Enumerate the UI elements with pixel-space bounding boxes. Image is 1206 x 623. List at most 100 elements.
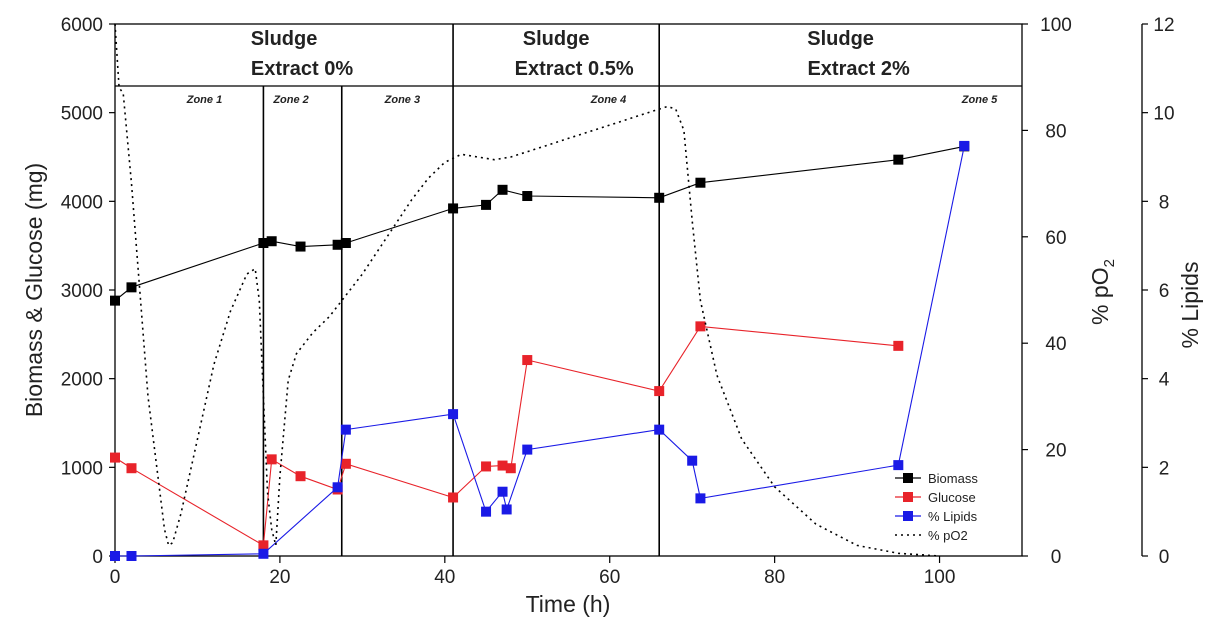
data-point-2 [481,461,492,472]
y-right2-tick-label: 10 [1153,104,1174,125]
y-right1-tick-label: 60 [1045,228,1066,249]
data-point-3 [893,460,904,471]
legend-label: % Lipids [928,509,978,524]
data-point-3 [110,551,120,561]
x-tick-label: 40 [434,567,455,588]
x-tick-label: 100 [924,567,956,588]
data-point-1 [893,154,904,165]
plot-frame [114,23,1023,557]
axis-titles: Time (h) Biomass & Glucose (mg) % pO2 % … [21,163,1203,617]
series-line-4 [114,23,940,557]
data-point-2 [654,386,665,397]
data-point-2 [505,463,516,474]
data-point-1 [695,177,706,188]
data-point-3 [687,455,698,466]
zone-label: Zone 4 [590,94,626,106]
legend-label: Biomass [928,471,978,486]
y-right2-tick-label: 4 [1159,370,1170,391]
data-point-1 [110,295,120,306]
data-point-2 [695,321,706,332]
data-point-2 [893,340,904,351]
y-right2-axis-title: % Lipids [1177,262,1203,349]
y-right1-axis-title-main: % pO [1087,267,1113,325]
x-tick-label: 0 [110,567,121,588]
y-left-tick-label: 6000 [61,15,103,36]
data-point-3 [959,140,970,151]
y-right1-tick-label: 20 [1045,441,1066,462]
data-point-1 [654,192,665,203]
data-point-3 [448,409,459,420]
y-right2-tick-label: 12 [1153,15,1174,36]
data-point-1 [481,199,492,210]
y-right2-tick-label: 0 [1159,547,1170,568]
zone-label: Zone 5 [961,94,998,106]
y-left-tick-label: 4000 [61,192,103,213]
y-left-axis-title: Biomass & Glucose (mg) [21,163,47,417]
data-point-1 [258,238,269,249]
zone-label: Zone 2 [272,94,308,106]
y-right2-tick-label: 8 [1159,192,1170,213]
y-left-tick-label: 0 [92,547,103,568]
y-right1-tick-label: 40 [1045,334,1066,355]
data-point-3 [481,506,492,517]
data-point-1 [340,238,351,249]
y-right1-tick-label: 100 [1040,15,1072,36]
data-point-2 [295,471,306,482]
phase-label: Sludge [807,28,874,50]
data-point-2 [522,355,533,366]
series-line-1 [114,145,965,302]
data-point-2 [266,454,277,465]
phase-header: Sludge Extract 0% Sludge Extract 0.5% Sludge… [115,28,1022,87]
data-point-3 [497,486,508,497]
x-tick-label: 80 [764,567,785,588]
legend-label: % pO2 [928,528,968,543]
data-point-3 [340,424,351,435]
data-point-2 [258,540,269,551]
y-right1-axis-title-sub: 2 [1101,259,1118,267]
axis-ticks: 0 20 40 60 80 1000100020003000400050006000020… [61,15,1175,588]
y-right1-tick-label: 0 [1051,547,1062,568]
data-point-3 [501,504,512,515]
data-point-3 [695,493,706,504]
data-point-1 [522,191,533,202]
data-point-1 [497,184,508,195]
data-point-1 [266,236,277,247]
y-right2-tick-label: 2 [1159,458,1170,479]
data-point-2 [126,463,137,474]
x-axis-title: Time (h) [526,591,611,617]
data-point-2 [497,460,508,471]
zone-label: Zone 1 [186,94,222,106]
legend-label: Glucose [928,490,976,505]
y-right2-tick-label: 6 [1159,281,1170,302]
data-point-2 [448,492,459,503]
phase-sublabel: Extract 0% [251,58,353,80]
y-left-tick-label: 1000 [61,458,103,479]
y-right1-axis-title: % pO2 [1087,259,1118,325]
data-point-1 [295,241,306,252]
zone-dividers: Zone 1 Zone 2 Zone 3 Zone 4 Zone 5 [186,24,998,556]
phase-label: Sludge [251,28,318,50]
phase-label: Sludge [523,28,590,50]
y-right1-tick-label: 80 [1045,121,1066,142]
phase-sublabel: Extract 2% [807,58,909,80]
zone-label: Zone 3 [384,94,420,106]
phase-sublabel: Extract 0.5% [515,58,634,80]
data-point-2 [340,458,351,469]
legend-marker [903,473,913,483]
y-left-tick-label: 3000 [61,281,103,302]
data-point-1 [332,239,343,250]
legend: Biomass Glucose % Lipids % pO2 [895,471,978,543]
legend-marker [903,492,913,502]
legend-marker [903,511,913,521]
data-point-3 [332,482,343,493]
data-point-3 [522,444,533,455]
data-point-3 [126,551,137,561]
data-point-3 [654,424,665,435]
y-left-tick-label: 2000 [61,370,103,391]
data-point-1 [126,282,137,293]
x-tick-label: 20 [269,567,290,588]
series-group [110,23,970,561]
x-tick-label: 60 [599,567,620,588]
data-point-2 [110,452,120,463]
